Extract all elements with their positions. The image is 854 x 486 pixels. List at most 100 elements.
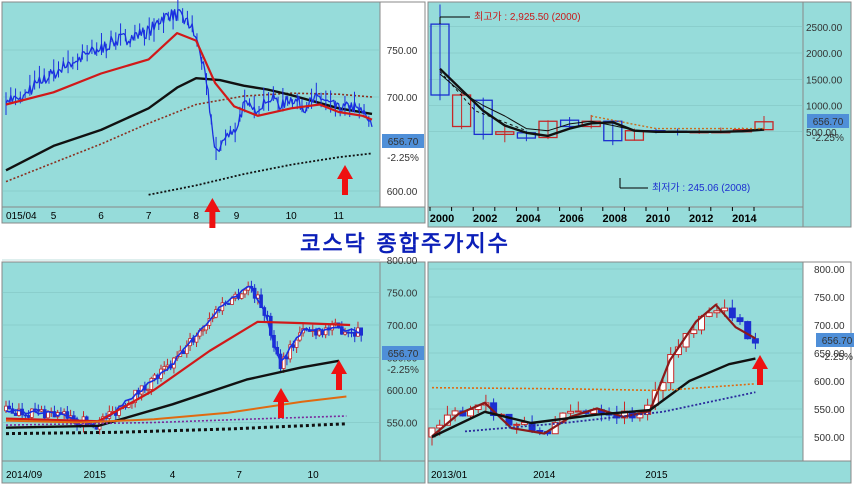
arrow-current: [331, 360, 347, 390]
y-tick-label: 700.00: [387, 321, 418, 332]
y-tick-label: 600.00: [387, 386, 418, 397]
candle-body: [567, 410, 575, 414]
x-tick-label: 5: [51, 211, 57, 222]
candle-body: [17, 408, 21, 416]
arrow-low: [204, 198, 221, 228]
x-tick-label: 9: [234, 211, 240, 222]
candle-body: [7, 405, 12, 410]
y-tick-label: 1000.00: [806, 102, 843, 113]
x-tick-label: 7: [146, 211, 152, 222]
x-tick-label: 10: [286, 211, 298, 222]
panel-bottom-right-xaxis: [427, 460, 852, 484]
candle-body: [430, 23, 450, 96]
current-value-label: 656.70: [822, 336, 853, 347]
x-tick-label: 2014/09: [6, 470, 43, 481]
series-dotted-upper: [5, 92, 373, 183]
series-ma-dotted: [5, 422, 347, 436]
x-tick-label: 2004: [516, 213, 541, 225]
series-dotted-lower: [148, 152, 373, 196]
candle-body: [239, 293, 244, 299]
candle-body: [33, 408, 37, 411]
candle-body: [559, 119, 580, 128]
candle-body: [152, 374, 157, 379]
y-tick-label: 600.00: [387, 187, 418, 198]
x-tick-label: 2014: [732, 213, 757, 225]
candle-body: [146, 389, 150, 391]
y-tick-label: 600.00: [814, 377, 845, 388]
x-tick-label: 015/04: [6, 211, 37, 222]
panel-bottom-left: 800.00750.00700.00650.00600.00550.002014…: [2, 256, 424, 481]
series-ma-long: [5, 77, 373, 172]
x-tick-label: 7: [236, 470, 242, 481]
x-tick-label: 2006: [559, 213, 583, 225]
current-value-label: 656.70: [813, 117, 844, 128]
candle-body: [201, 329, 205, 332]
x-tick-label: 8: [193, 211, 199, 222]
candle-body: [39, 409, 44, 412]
series-ma-orange: [431, 383, 756, 392]
candle-body: [352, 331, 357, 337]
candle-body: [30, 408, 34, 418]
x-tick-label: 2012: [689, 213, 713, 225]
candle-body: [536, 429, 544, 433]
current-change-label: -2.25%: [387, 365, 419, 376]
candle-body: [346, 331, 351, 334]
arrow-current: [337, 165, 353, 195]
annotation-high: 최고가 : 2,925.50 (2000): [474, 11, 581, 23]
y-tick-label: 650.00: [814, 349, 845, 360]
candle-body: [259, 294, 263, 308]
arrow-current: [752, 355, 768, 385]
y-tick-label: 1500.00: [806, 75, 843, 86]
x-tick-label: 2010: [646, 213, 670, 225]
y-tick-label: 700.00: [387, 93, 418, 104]
candle-body: [4, 405, 8, 412]
candle-body: [728, 307, 736, 319]
panel-top-left: 750.00 700.00 600.00 015/04 5 6 7 8 9 10 11 656.70 -…: [2, 0, 424, 228]
candle-body: [736, 317, 744, 323]
x-tick-label: 4: [170, 470, 176, 481]
y-tick-label: 550.00: [387, 419, 418, 430]
arrow-low: [273, 388, 289, 418]
x-tick-label: 10: [308, 470, 320, 481]
series-ma-short: [5, 32, 373, 121]
panel-top-left-axis: [379, 1, 426, 208]
panel-bottom-right-axis: [802, 261, 852, 462]
y-tick-label: 700.00: [814, 321, 845, 332]
candle-body: [26, 415, 31, 418]
candle-body: [495, 131, 515, 136]
y-tick-label: 800.00: [814, 265, 845, 276]
x-tick-label: 11: [334, 211, 345, 222]
current-value-label: 656.70: [388, 349, 419, 360]
candle-body: [343, 331, 347, 335]
candle-body: [323, 327, 328, 336]
candle-body: [513, 423, 521, 426]
candle-body: [690, 329, 698, 335]
x-tick-label: 2000: [430, 213, 454, 225]
candle-body: [94, 426, 99, 430]
y-tick-label: 750.00: [387, 46, 418, 57]
panel-top-right-plot: [427, 1, 804, 208]
x-tick-label: 2002: [473, 213, 497, 225]
candle-body: [317, 330, 322, 336]
candle-body: [294, 339, 299, 348]
current-value-box: [382, 134, 424, 148]
panel-top-right-xaxis: [427, 206, 804, 228]
candle-body: [149, 378, 154, 390]
series-ma-long: [431, 357, 756, 439]
series-ma-purple: [464, 391, 756, 433]
series-ma-orange: [5, 395, 347, 424]
y-tick-label: 800.00: [387, 256, 418, 267]
x-tick-label: 6: [98, 211, 104, 222]
candle-body: [713, 310, 721, 314]
current-value-label: 656.70: [388, 137, 419, 148]
candle-body: [23, 414, 28, 417]
x-tick-label: 2013/01: [431, 470, 468, 481]
y-tick-label: 500.00: [814, 433, 845, 444]
x-tick-label: 2008: [603, 213, 627, 225]
panel-bottom-right: 800.00 750.00 700.00 650.00 600.00 550.00 500.…: [428, 265, 854, 481]
candle-body: [705, 312, 713, 317]
y-tick-label: 550.00: [814, 405, 845, 416]
panel-bottom-left-plot: [1, 261, 381, 462]
x-tick-label: 2014: [533, 470, 556, 481]
